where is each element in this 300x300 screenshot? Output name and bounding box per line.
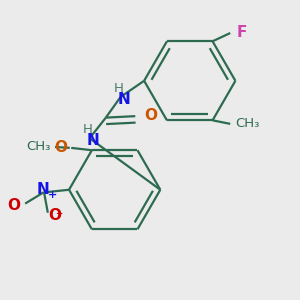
Text: H: H [114,82,124,94]
Text: ⁻: ⁻ [55,209,62,223]
Text: CH₃: CH₃ [235,117,260,130]
Text: N: N [118,92,130,107]
Text: O: O [144,108,157,123]
Text: F: F [237,25,247,40]
Text: H: H [83,123,93,136]
Text: N: N [37,182,50,197]
Text: O: O [8,198,20,213]
Text: +: + [47,190,57,200]
Text: O: O [54,140,67,155]
Text: CH₃: CH₃ [26,140,51,153]
Text: N: N [87,133,100,148]
Text: O: O [48,208,61,223]
